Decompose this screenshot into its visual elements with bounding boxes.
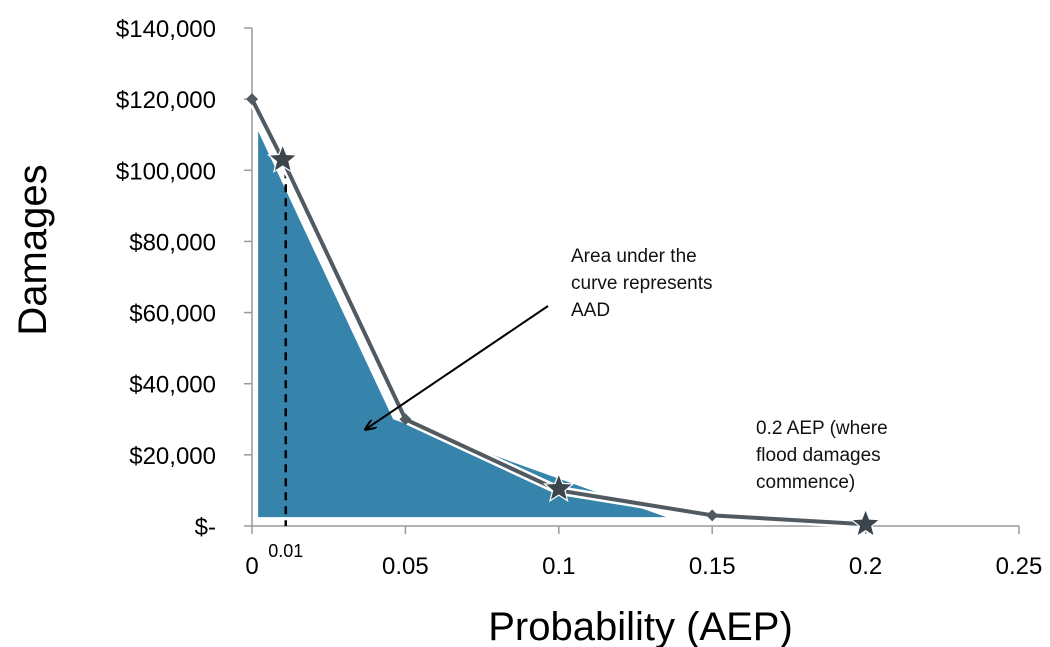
x-tick-label: 0.05 [382, 553, 429, 580]
data-point-marker [246, 93, 258, 106]
annotation-arrow [366, 305, 549, 429]
aad-annotation-line: Area under the [571, 246, 697, 267]
shaded-area [258, 131, 667, 518]
y-tick-label: $120,000 [116, 87, 216, 114]
star-marker [849, 507, 882, 538]
y-tick-label: $40,000 [129, 372, 216, 399]
reference-line-label: 0.01 [268, 541, 303, 561]
x-tick-label: 0.1 [542, 553, 575, 580]
star-marker [542, 471, 575, 503]
aep-annotation-line: 0.2 AEP (where [756, 418, 888, 439]
y-tick-label: $60,000 [129, 301, 216, 328]
aad-annotation-line: AAD [571, 300, 610, 321]
series-line [250, 98, 866, 527]
x-tick-label: 0.15 [689, 553, 736, 580]
aad-annotation-line: curve represents [571, 273, 713, 294]
y-tick-label: $20,000 [129, 443, 216, 470]
data-point-marker [399, 413, 412, 426]
aep-annotation-line: flood damages [756, 445, 881, 466]
x-tick-label: 0.2 [849, 553, 882, 580]
y-tick-label: $100,000 [116, 158, 216, 185]
y-tick-label: $80,000 [129, 229, 216, 256]
aep-annotation-line: commence) [756, 472, 855, 493]
y-axis-title: Damages [11, 164, 55, 335]
x-tick-label: 0.25 [996, 553, 1043, 580]
x-tick-label: 0 [245, 553, 258, 580]
y-tick-label: $140,000 [116, 16, 216, 43]
y-tick-label: $- [195, 514, 216, 541]
data-point-marker [706, 509, 719, 522]
x-axis-title: Probability (AEP) [488, 605, 793, 647]
star-marker [266, 142, 299, 174]
